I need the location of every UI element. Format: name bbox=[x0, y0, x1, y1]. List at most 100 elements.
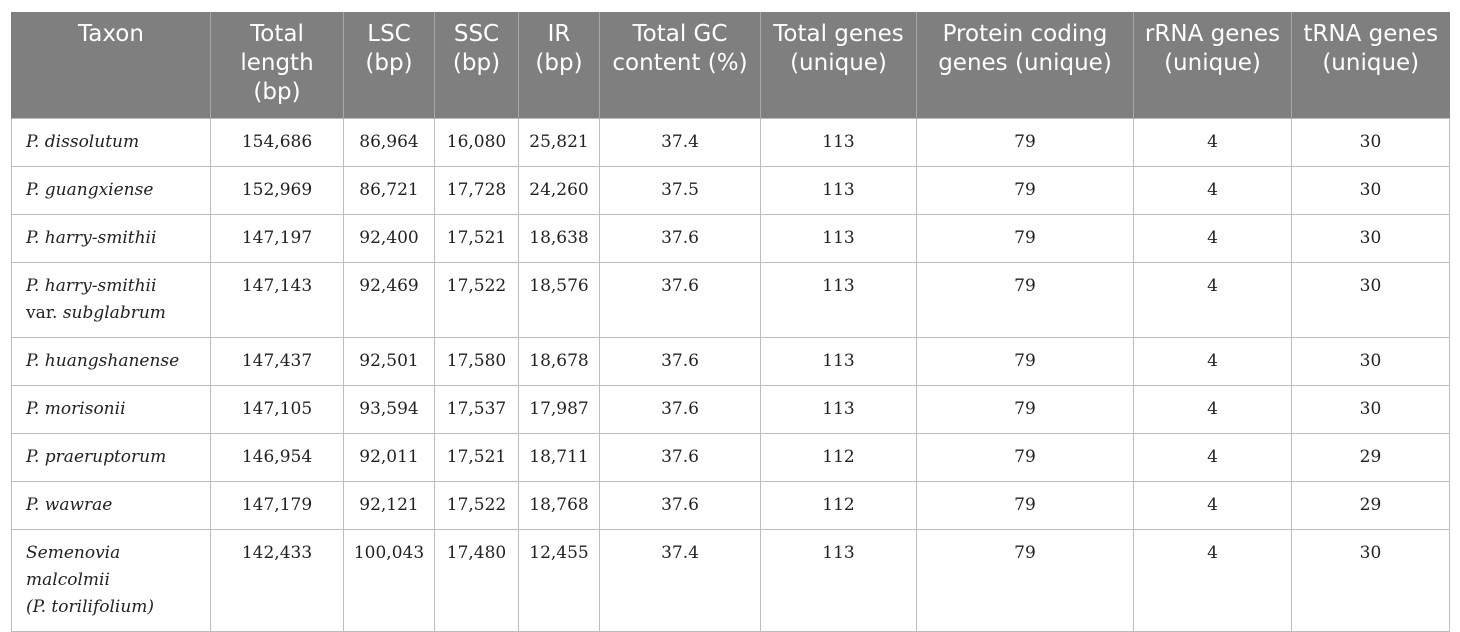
gc-content-cell: 37.5 bbox=[599, 165, 761, 215]
rrna-cell: 4 bbox=[1133, 261, 1292, 338]
gc-content-cell: 37.6 bbox=[599, 336, 761, 386]
protein-coding-cell: 79 bbox=[916, 528, 1134, 632]
total-genes-cell: 112 bbox=[760, 480, 917, 530]
total-length-cell: 147,197 bbox=[210, 213, 344, 263]
column-header-ssc: SSC (bp) bbox=[434, 12, 519, 118]
table-row: P. dissolutum 154,686 86,964 16,080 25,821 37… bbox=[11, 117, 1450, 167]
trna-cell: 29 bbox=[1291, 432, 1450, 482]
taxon-cell: P. morisonii bbox=[11, 384, 211, 434]
ssc-cell: 16,080 bbox=[434, 117, 519, 167]
table-row: P. praeruptorum 146,954 92,011 17,521 18,711… bbox=[11, 432, 1450, 482]
gc-content-cell: 37.6 bbox=[599, 432, 761, 482]
rrna-cell: 4 bbox=[1133, 213, 1292, 263]
taxon-cell: Semenovia malcolmii (P. torilifolium) bbox=[11, 528, 211, 632]
protein-coding-cell: 79 bbox=[916, 261, 1134, 338]
taxon-name: P. huangshanense bbox=[26, 350, 180, 371]
lsc-cell: 92,011 bbox=[343, 432, 435, 482]
taxon-name: P. wawrae bbox=[26, 494, 113, 515]
total-length-cell: 146,954 bbox=[210, 432, 344, 482]
gc-content-cell: 37.6 bbox=[599, 261, 761, 338]
column-header-gc-content: Total GC content (%) bbox=[599, 12, 761, 118]
ir-cell: 18,678 bbox=[518, 336, 600, 386]
taxon-cell: P. wawrae bbox=[11, 480, 211, 530]
trna-cell: 30 bbox=[1291, 336, 1450, 386]
column-header-ir: IR (bp) bbox=[518, 12, 600, 118]
trna-cell: 30 bbox=[1291, 213, 1450, 263]
rrna-cell: 4 bbox=[1133, 165, 1292, 215]
rrna-cell: 4 bbox=[1133, 384, 1292, 434]
taxon-name: P. dissolutum bbox=[26, 131, 140, 152]
table-row: P. harry-smithii 147,197 92,400 17,521 18,63… bbox=[11, 213, 1450, 263]
ir-cell: 18,638 bbox=[518, 213, 600, 263]
gc-content-cell: 37.6 bbox=[599, 384, 761, 434]
total-genes-cell: 113 bbox=[760, 165, 917, 215]
lsc-cell: 86,721 bbox=[343, 165, 435, 215]
taxon-name: P. morisonii bbox=[26, 398, 126, 419]
rrna-cell: 4 bbox=[1133, 336, 1292, 386]
column-header-trna: tRNA genes (unique) bbox=[1291, 12, 1450, 118]
total-genes-cell: 113 bbox=[760, 261, 917, 338]
ir-cell: 18,576 bbox=[518, 261, 600, 338]
gc-content-cell: 37.6 bbox=[599, 213, 761, 263]
total-length-cell: 152,969 bbox=[210, 165, 344, 215]
taxon-cell: P. guangxiense bbox=[11, 165, 211, 215]
total-length-cell: 147,105 bbox=[210, 384, 344, 434]
taxon-name: P. guangxiense bbox=[26, 179, 154, 200]
column-header-protein-coding: Protein coding genes (unique) bbox=[916, 12, 1134, 118]
table-body: P. dissolutum 154,686 86,964 16,080 25,821 37… bbox=[11, 117, 1450, 632]
ir-cell: 24,260 bbox=[518, 165, 600, 215]
column-header-total-genes: Total genes (unique) bbox=[760, 12, 917, 118]
taxon-name: P. harry-smithii bbox=[26, 275, 157, 296]
taxon-infraspecific-name: subglabrum bbox=[62, 302, 166, 323]
table-row: P. wawrae 147,179 92,121 17,522 18,768 37.6 11… bbox=[11, 480, 1450, 530]
ir-cell: 17,987 bbox=[518, 384, 600, 434]
taxon-cell: P. praeruptorum bbox=[11, 432, 211, 482]
taxon-name: Semenovia malcolmii bbox=[26, 542, 121, 590]
table-row: P. guangxiense 152,969 86,721 17,728 24,260 3… bbox=[11, 165, 1450, 215]
taxon-cell: P. dissolutum bbox=[11, 117, 211, 167]
ssc-cell: 17,521 bbox=[434, 432, 519, 482]
column-header-rrna: rRNA genes (unique) bbox=[1133, 12, 1292, 118]
total-length-cell: 154,686 bbox=[210, 117, 344, 167]
protein-coding-cell: 79 bbox=[916, 336, 1134, 386]
rrna-cell: 4 bbox=[1133, 117, 1292, 167]
ssc-cell: 17,521 bbox=[434, 213, 519, 263]
trna-cell: 30 bbox=[1291, 165, 1450, 215]
taxon-name: P. harry-smithii bbox=[26, 227, 157, 248]
table-row: P. huangshanense 147,437 92,501 17,580 18,67… bbox=[11, 336, 1450, 386]
table-header: Taxon Total length (bp) LSC (bp) SSC (bp… bbox=[11, 12, 1450, 118]
lsc-cell: 100,043 bbox=[343, 528, 435, 632]
gc-content-cell: 37.4 bbox=[599, 117, 761, 167]
lsc-cell: 93,594 bbox=[343, 384, 435, 434]
ir-cell: 18,768 bbox=[518, 480, 600, 530]
ir-cell: 25,821 bbox=[518, 117, 600, 167]
trna-cell: 30 bbox=[1291, 528, 1450, 632]
taxon-cell: P. harry-smithii var. subglabrum bbox=[11, 261, 211, 338]
rrna-cell: 4 bbox=[1133, 432, 1292, 482]
taxon-name: P. praeruptorum bbox=[26, 446, 167, 467]
protein-coding-cell: 79 bbox=[916, 480, 1134, 530]
total-genes-cell: 112 bbox=[760, 432, 917, 482]
gc-content-cell: 37.6 bbox=[599, 480, 761, 530]
taxon-qualifier: var. bbox=[26, 302, 58, 323]
ssc-cell: 17,522 bbox=[434, 261, 519, 338]
genome-features-table: Taxon Total length (bp) LSC (bp) SSC (bp… bbox=[11, 12, 1450, 632]
taxon-qualifier: (P. torilifolium) bbox=[26, 596, 155, 617]
lsc-cell: 92,121 bbox=[343, 480, 435, 530]
table-row: P. harry-smithii var. subglabrum 147,143 92… bbox=[11, 261, 1450, 338]
lsc-cell: 86,964 bbox=[343, 117, 435, 167]
ssc-cell: 17,580 bbox=[434, 336, 519, 386]
protein-coding-cell: 79 bbox=[916, 117, 1134, 167]
total-genes-cell: 113 bbox=[760, 336, 917, 386]
column-header-taxon: Taxon bbox=[11, 12, 211, 118]
column-header-total-length: Total length (bp) bbox=[210, 12, 344, 118]
ssc-cell: 17,522 bbox=[434, 480, 519, 530]
trna-cell: 29 bbox=[1291, 480, 1450, 530]
ssc-cell: 17,537 bbox=[434, 384, 519, 434]
total-genes-cell: 113 bbox=[760, 213, 917, 263]
rrna-cell: 4 bbox=[1133, 480, 1292, 530]
data-table-container: Taxon Total length (bp) LSC (bp) SSC (bp… bbox=[11, 12, 1450, 632]
table-row: Semenovia malcolmii (P. torilifolium) 142,… bbox=[11, 528, 1450, 632]
protein-coding-cell: 79 bbox=[916, 384, 1134, 434]
gc-content-cell: 37.4 bbox=[599, 528, 761, 632]
